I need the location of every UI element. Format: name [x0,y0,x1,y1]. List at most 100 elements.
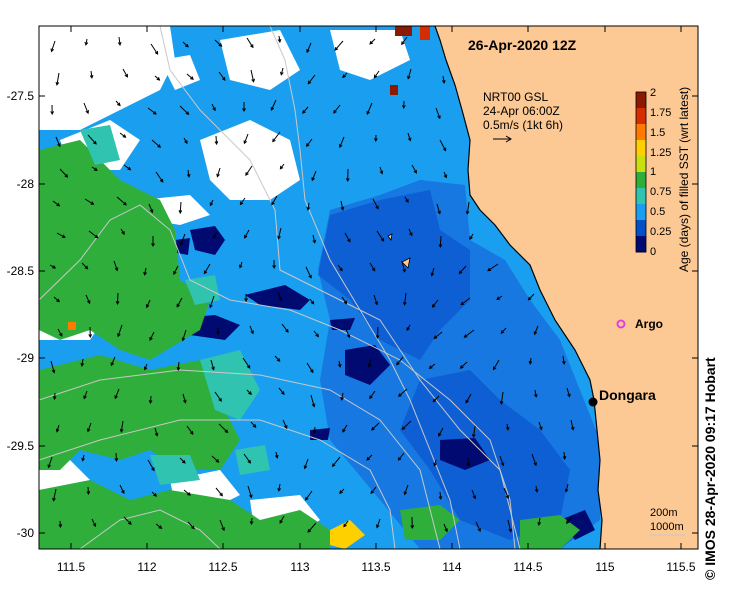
current-vector [369,38,376,45]
current-vector [379,166,383,174]
colorbar-segment [636,108,646,125]
current-vector-head [499,400,504,405]
current-vector [401,36,408,45]
current-vector [245,165,253,176]
current-vector-head [441,79,446,84]
current-vectors [47,35,575,533]
current-vector [209,295,215,308]
current-vector [53,296,60,302]
current-vector-head [465,399,469,404]
current-vector [116,196,127,206]
current-vector-head [181,337,186,342]
current-vector-head [247,459,252,464]
current-vector [246,37,254,48]
current-vector-head [311,403,316,408]
current-vector-head [508,528,513,533]
current-vector-head [89,74,94,79]
current-vector [90,70,93,78]
current-vector-head [342,428,346,433]
current-vector-head [307,528,312,533]
current-vector [534,325,539,335]
y-tick-label: -27.5 [7,89,35,103]
current-vector [471,489,476,499]
current-vector [302,106,309,114]
current-vector-head [407,75,411,80]
current-vector-head [379,170,384,175]
current-vector [173,265,179,275]
current-vector-head [500,330,505,334]
current-vector [306,42,312,53]
current-vector [507,519,512,532]
current-vector [218,423,228,433]
current-vector-head [281,391,285,395]
current-vector [123,164,131,171]
current-vector-head [306,49,310,54]
current-vector [435,107,441,119]
current-vector-head [244,234,248,239]
current-vector-head [52,497,56,502]
current-vector [243,453,251,464]
current-vector-head [94,234,99,239]
current-vector [179,201,182,214]
current-vector-head [215,459,220,463]
current-vector [337,264,343,271]
current-vector-head [80,362,85,367]
current-vector-head [249,521,254,526]
current-vector [59,168,68,178]
current-vector-head [176,303,180,308]
current-vector [282,419,288,429]
current-vector-head [187,492,191,496]
current-vector [113,260,118,271]
current-vector [186,73,194,80]
current-vector [500,391,504,404]
current-vector-head [219,492,223,497]
current-vector [110,356,116,366]
colorbar-tick: 1.5 [650,127,665,139]
current-vector-head [477,528,481,533]
current-vector-head [466,463,471,468]
current-vector-head [152,111,157,115]
current-vector-head [278,297,283,302]
current-vector [499,455,504,466]
current-vector-head [401,426,406,431]
current-vector [218,71,226,81]
current-vector-head [438,496,443,501]
age-zone-0 [172,226,595,540]
y-tick-label: -29.5 [7,439,35,453]
current-vector-head [218,43,223,47]
current-vector-head [55,428,60,433]
current-vector-head [567,393,571,398]
current-vector [155,523,162,529]
colorbar-segment [636,220,646,237]
abrolhos-islands [387,233,411,269]
current-vector [87,134,97,145]
current-vector-head [122,134,127,138]
current-vector-head [249,494,253,499]
current-vector [51,40,56,52]
current-vector [212,231,218,239]
current-vector-head [396,361,400,366]
current-vector-head [114,395,118,400]
current-vector-head [127,166,132,171]
current-vector-head [85,110,89,115]
current-vector [334,40,344,51]
current-vector-head [347,238,351,243]
current-vector [368,358,372,367]
colorbar-tick-labels: 2 1.75 1.5 1.25 1 0.75 0.5 0.25 0 [650,87,671,258]
current-vector-head [343,300,348,305]
current-vector [214,39,222,47]
current-vector [277,227,282,239]
current-vector-head [157,144,162,148]
current-vector [398,388,408,397]
current-vector [341,296,348,304]
current-vector-head [154,50,159,55]
current-vector-head [340,396,344,401]
current-vector [119,484,125,494]
current-vector [366,454,373,461]
current-vector-head [86,491,91,496]
current-vector-head [308,274,312,279]
current-vector [401,420,412,430]
colorbar-label: Age (days) of filled SST (wrt latest) [677,87,691,272]
current-vector-head [214,141,219,146]
colorbar-frame [635,91,647,253]
